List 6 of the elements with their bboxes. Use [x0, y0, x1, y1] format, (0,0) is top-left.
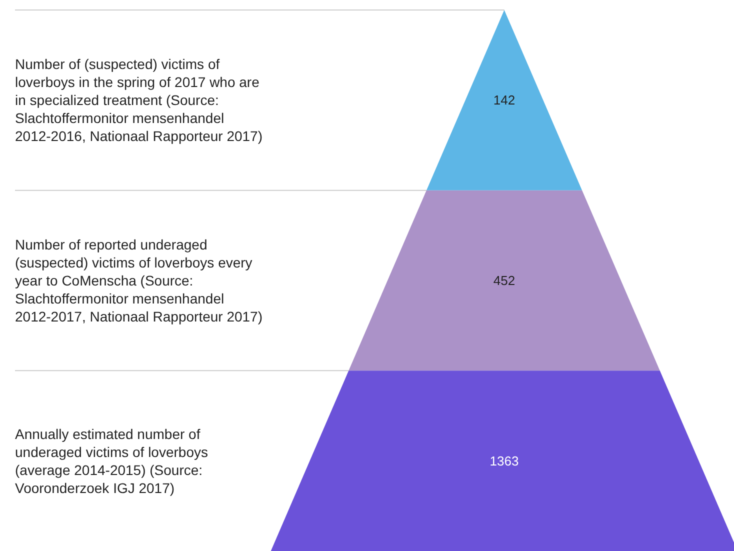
category-label: Number of reported underaged (suspected) victims of loverboys every year to CoMenscha (Source: Slachtoffermonitor mensenhandel 2012-2017, Nationaal Rapporteur 2017) — [15, 236, 263, 324]
category-label: Number of (suspected) victims of loverboys in the spring of 2017 who are in specialized treatment (Source: Slachtoffermonitor mensenhandel 2012-2016, Nationaal Rapporteur 2017) — [15, 56, 264, 144]
data-label: 452 — [493, 273, 516, 288]
data-label: 1363 — [490, 453, 519, 468]
category-label: Annually estimated number of underaged victims of loverboys (average 2014-2015) (Source: Vooronderzoek IGJ 2017) — [15, 426, 212, 496]
data-label: 142 — [493, 92, 516, 108]
